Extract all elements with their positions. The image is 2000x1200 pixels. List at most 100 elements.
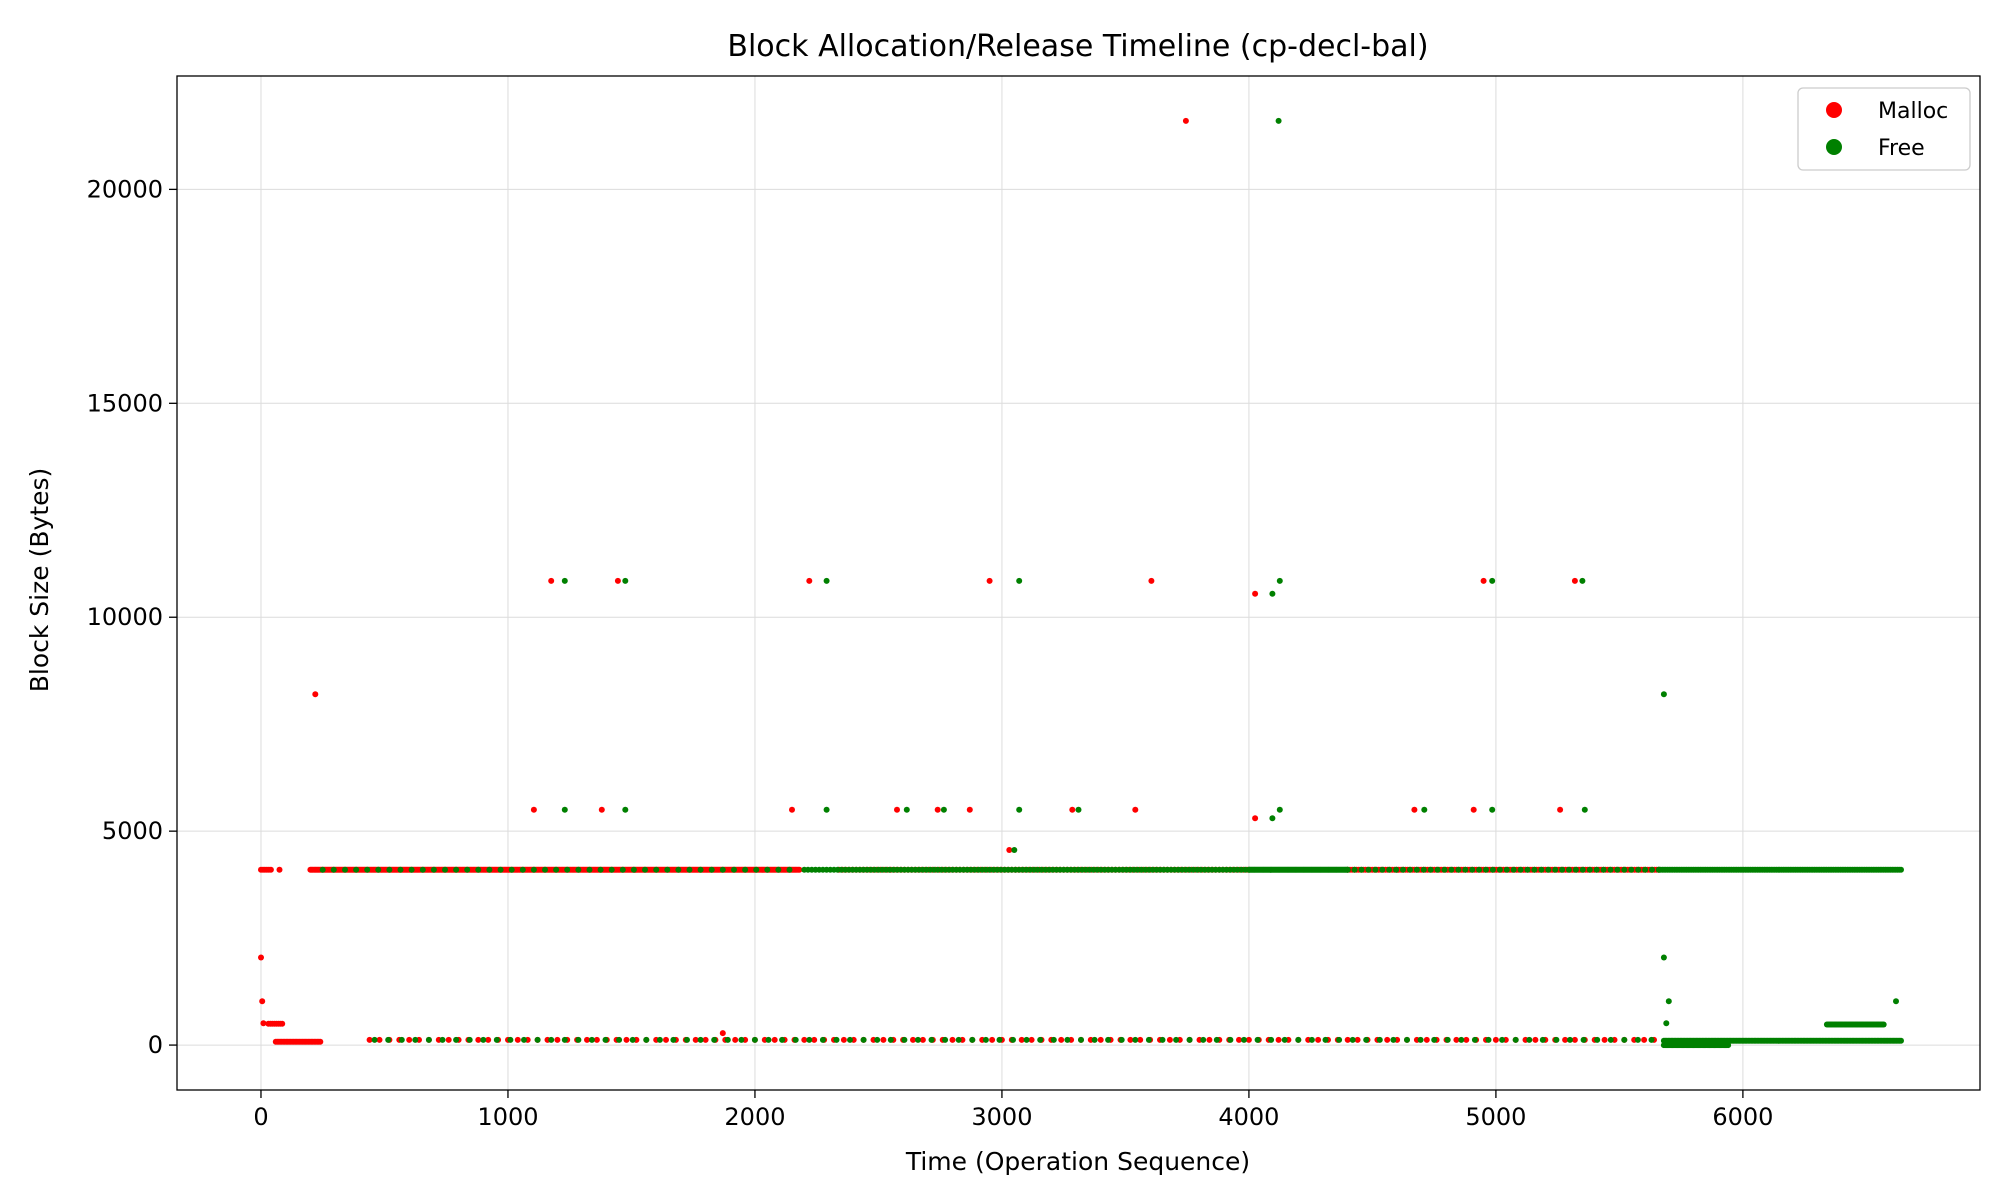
data-point: [1463, 1036, 1470, 1043]
data-point: [765, 1036, 772, 1043]
data-point: [419, 866, 426, 873]
data-point: [1601, 1036, 1608, 1043]
data-point: [1571, 1036, 1578, 1043]
data-point: [445, 1036, 452, 1043]
data-point: [742, 866, 749, 873]
data-point: [497, 866, 504, 873]
x-tick-label: 0: [253, 1103, 268, 1131]
data-point: [1404, 1036, 1410, 1043]
data-point: [1023, 1036, 1030, 1043]
data-point: [1571, 577, 1578, 584]
data-point: [738, 1036, 745, 1043]
data-point: [779, 1036, 786, 1043]
data-point: [375, 866, 382, 873]
data-point: [1471, 1036, 1478, 1043]
data-point: [1538, 866, 1545, 873]
data-point: [792, 1036, 799, 1043]
data-point: [1011, 847, 1018, 853]
data-point: [586, 866, 593, 873]
data-point: [1492, 1036, 1499, 1043]
data-point: [425, 1036, 432, 1043]
data-point: [548, 1036, 555, 1043]
data-point: [731, 866, 737, 873]
data-point: [630, 866, 637, 873]
data-point: [894, 806, 900, 813]
data-point: [1420, 866, 1427, 873]
data-point: [955, 1036, 962, 1043]
data-point: [1227, 1036, 1234, 1043]
data-point: [1572, 866, 1579, 873]
data-point: [397, 866, 404, 873]
data-point: [608, 866, 615, 873]
data-point: [1091, 1036, 1098, 1043]
data-point: [724, 1036, 731, 1043]
y-tick-label: 5000: [102, 817, 163, 845]
data-point: [1526, 1036, 1533, 1043]
data-point: [1483, 866, 1489, 873]
data-point: [934, 806, 941, 813]
data-point: [1893, 998, 1899, 1005]
data-point: [453, 1036, 460, 1043]
data-point: [1236, 1036, 1242, 1043]
data-point: [1365, 866, 1372, 873]
data-point: [1351, 866, 1358, 873]
axis-ticks: 0 1000 2000 3000 4000 5000 6000 0 5000 10000 15000…: [87, 175, 1774, 1131]
data-point: [1470, 806, 1477, 813]
data-point: [1097, 1036, 1104, 1043]
data-point: [982, 1036, 989, 1043]
data-point: [1531, 866, 1538, 873]
data-point: [597, 866, 604, 873]
data-point: [330, 866, 337, 873]
data-point: [317, 1038, 324, 1045]
data-point: [1295, 1036, 1302, 1043]
data-point: [1137, 1036, 1144, 1043]
data-point: [1016, 806, 1023, 813]
data-point: [806, 577, 813, 584]
data-point: [642, 866, 648, 873]
data-point: [675, 866, 682, 873]
data-point: [1105, 1036, 1112, 1043]
data-point: [1069, 806, 1076, 813]
data-point: [1562, 1036, 1569, 1043]
data-point: [1663, 1020, 1670, 1027]
data-point: [554, 1036, 561, 1043]
data-point: [1480, 577, 1487, 584]
data-point: [564, 866, 571, 873]
data-point: [833, 1036, 840, 1043]
data-point: [684, 1036, 690, 1043]
data-point: [1476, 866, 1483, 873]
data-point: [493, 1036, 500, 1043]
data-point: [575, 1036, 582, 1043]
data-point: [1552, 866, 1559, 873]
data-point: [1037, 1036, 1044, 1043]
x-axis-label: Time (Operation Sequence): [905, 1147, 1250, 1176]
data-point: [940, 806, 947, 813]
data-point: [708, 866, 715, 873]
data-point: [1363, 1036, 1370, 1043]
data-point: [910, 1036, 916, 1043]
data-point: [542, 866, 548, 873]
data-point: [267, 866, 274, 873]
data-point: [1252, 590, 1259, 597]
data-point: [840, 1036, 847, 1043]
data-point: [1621, 866, 1628, 873]
y-tick-label: 15000: [87, 389, 163, 417]
data-point: [1600, 866, 1607, 873]
data-point: [1276, 577, 1283, 584]
data-point: [764, 866, 771, 873]
data-point: [1075, 806, 1082, 813]
data-point: [584, 1036, 590, 1043]
data-point: [969, 1036, 976, 1043]
data-point: [1660, 954, 1667, 961]
data-point: [1417, 1036, 1424, 1043]
data-point: [1276, 806, 1283, 813]
data-point: [1462, 866, 1469, 873]
data-point: [521, 1036, 527, 1043]
data-point: [1132, 806, 1139, 813]
data-point: [819, 1036, 826, 1043]
data-point: [1213, 1036, 1220, 1043]
data-point: [928, 1036, 935, 1043]
data-point: [811, 1036, 818, 1043]
data-point: [1593, 866, 1600, 873]
